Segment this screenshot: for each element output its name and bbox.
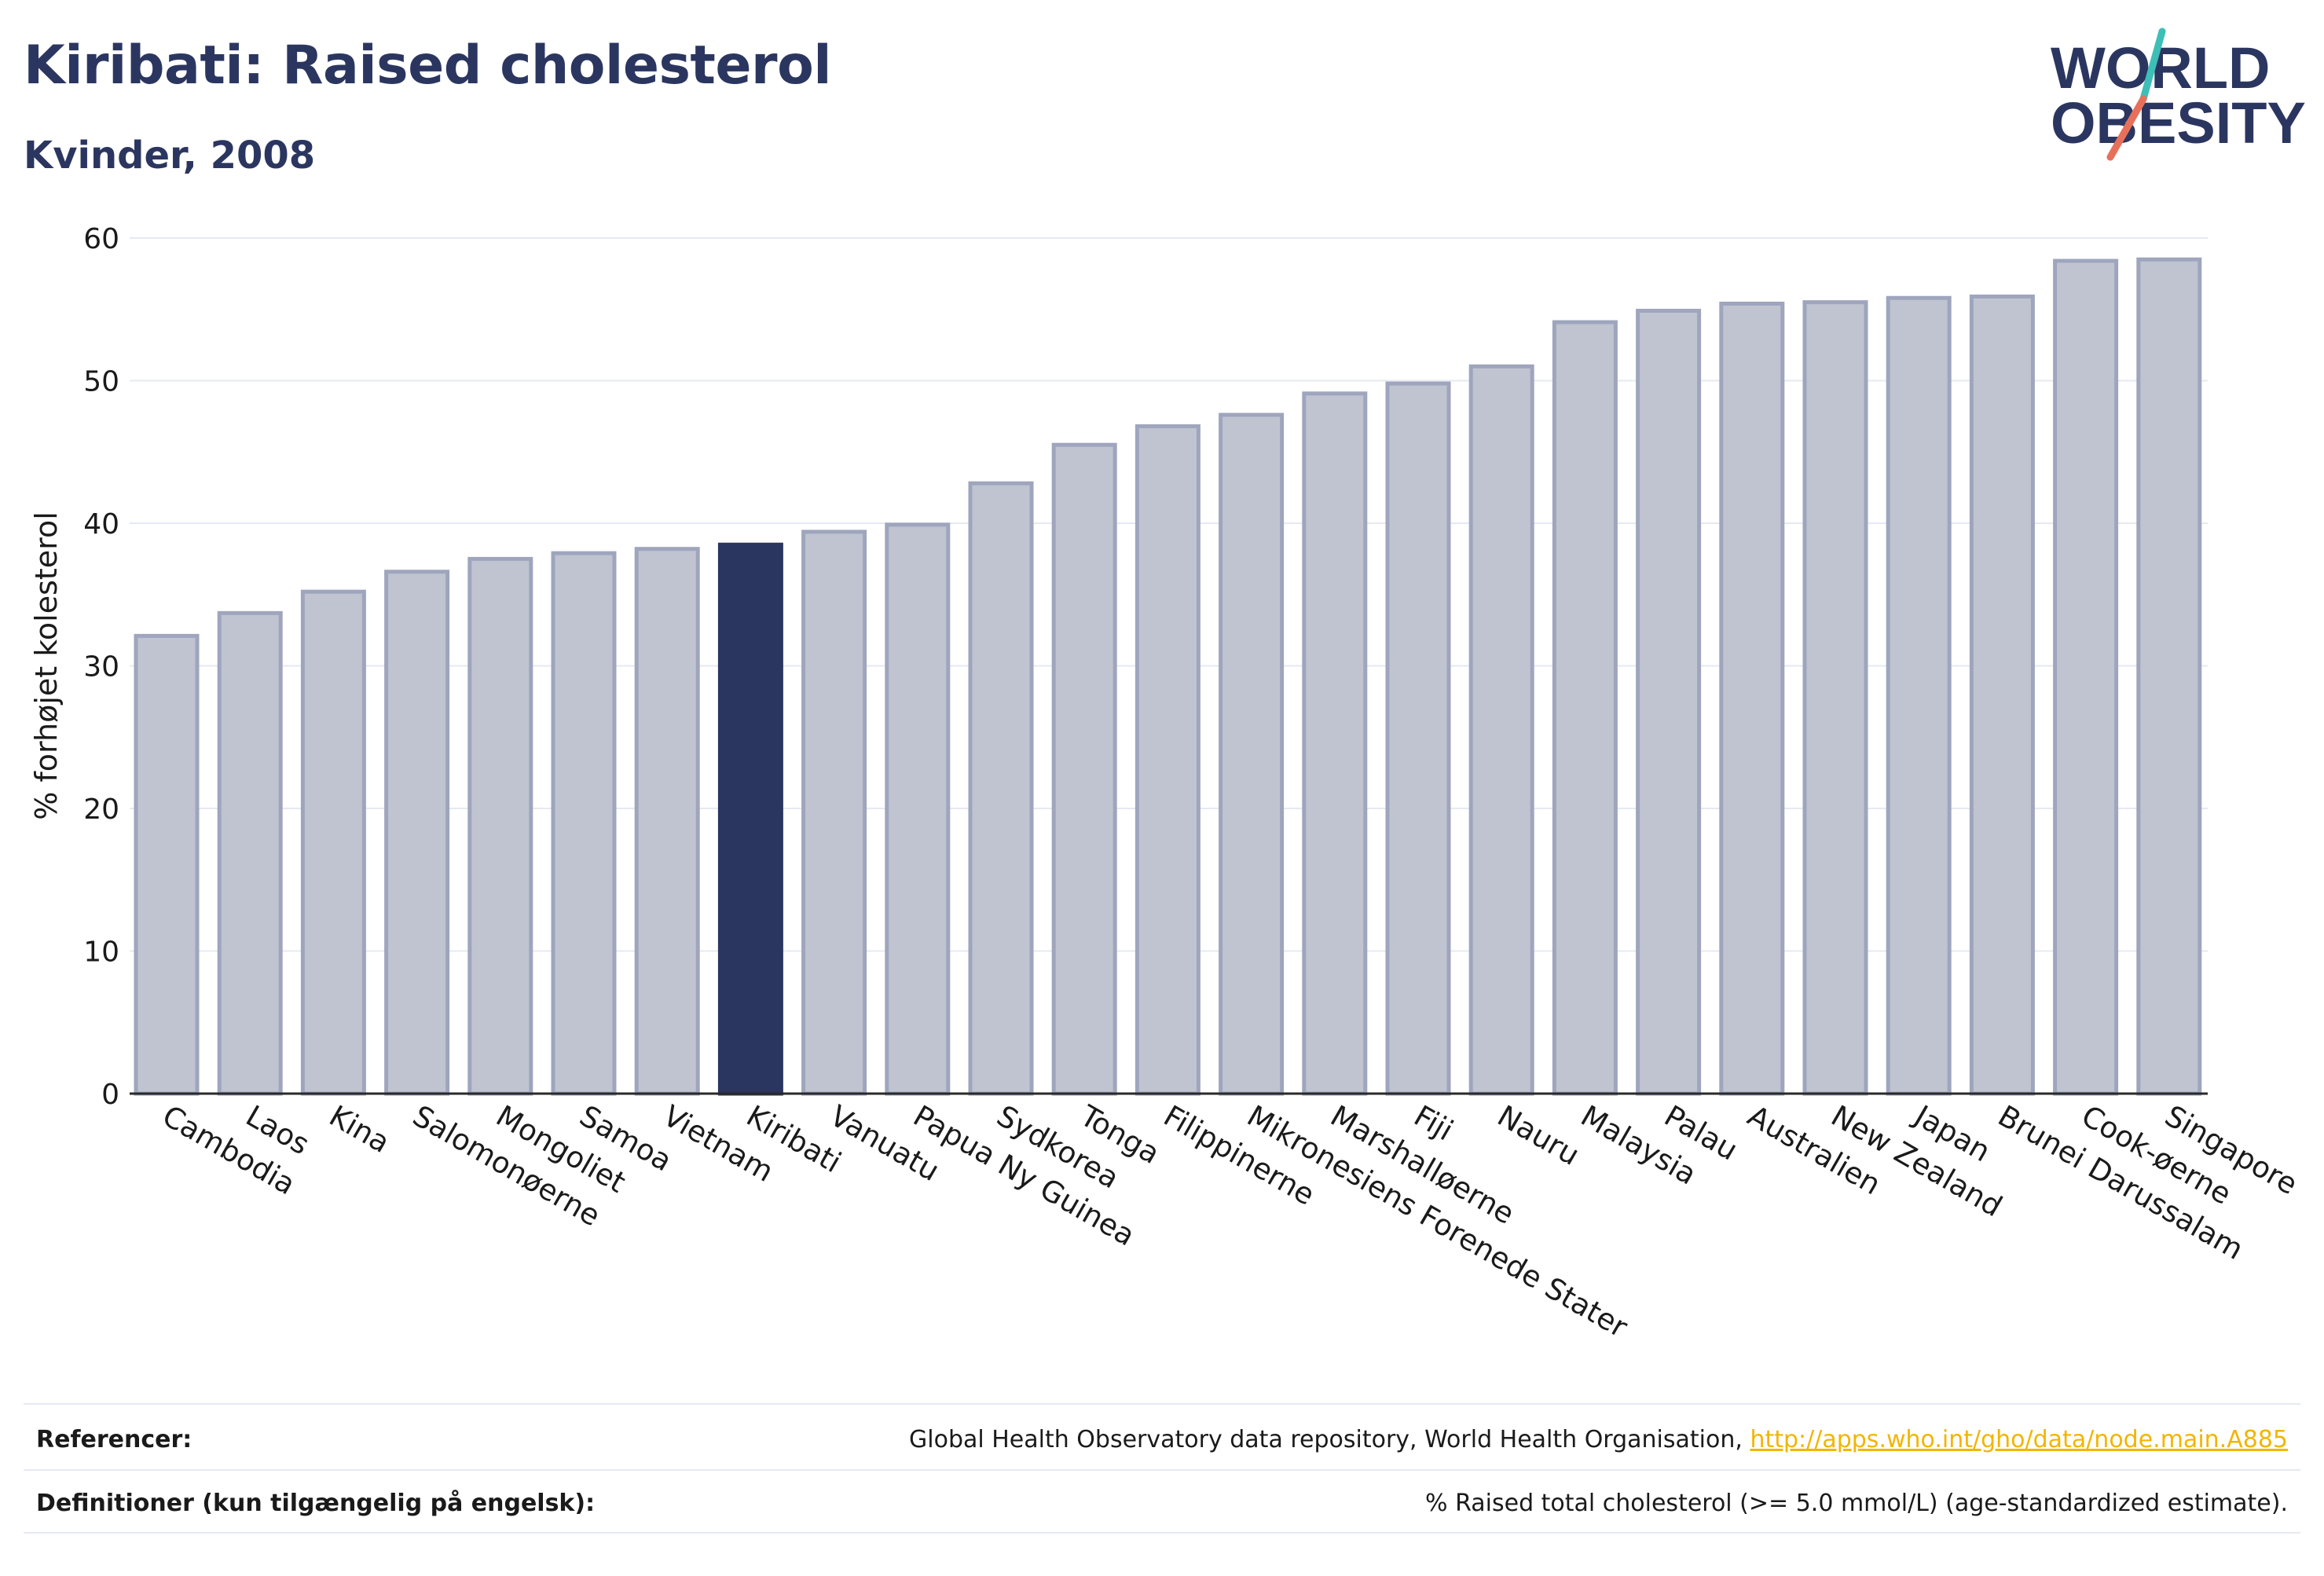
bar-Papua Ny Guinea bbox=[885, 522, 951, 1096]
x-tick-label: Fiji bbox=[1409, 1099, 1459, 1148]
bar-Mikronesiens Forenede Stater bbox=[1219, 412, 1285, 1096]
bars bbox=[134, 257, 2202, 1096]
bar-highlight-Kiribati bbox=[717, 542, 783, 1096]
definitions-text: % Raised total cholesterol (>= 5.0 mmol/… bbox=[1425, 1490, 2288, 1517]
y-tick-label: 0 bbox=[101, 1079, 119, 1111]
logo-line2: OBESITY bbox=[2051, 90, 2306, 156]
references-source: Global Health Observatory data repositor… bbox=[909, 1426, 1750, 1453]
footer-divider-middle bbox=[24, 1469, 2300, 1471]
references-text: Global Health Observatory data repositor… bbox=[909, 1426, 2288, 1453]
bar-Tonga bbox=[1051, 442, 1117, 1096]
bar-Filippinerne bbox=[1135, 424, 1200, 1096]
y-tick-label: 30 bbox=[83, 651, 119, 684]
y-tick-label: 60 bbox=[83, 223, 119, 255]
bar-Brunei Darussalam bbox=[1969, 294, 2035, 1096]
bar-Vietnam bbox=[634, 547, 700, 1096]
bar-Fiji bbox=[1385, 381, 1451, 1096]
y-tick-label: 10 bbox=[83, 936, 119, 969]
bar-Salomonøerne bbox=[384, 570, 450, 1096]
bar-Kina bbox=[300, 589, 366, 1096]
footer-divider-top bbox=[24, 1403, 2300, 1405]
y-tick-label: 20 bbox=[83, 793, 119, 826]
bar-Japan bbox=[1886, 295, 1952, 1096]
bar-Singapore bbox=[2136, 257, 2202, 1096]
bar-Australien bbox=[1719, 301, 1785, 1096]
bar-New Zealand bbox=[1802, 300, 1868, 1096]
chart-subtitle: Kvinder, 2008 bbox=[24, 134, 316, 178]
x-tick-label: Kina bbox=[324, 1099, 395, 1160]
bar-Vanuatu bbox=[801, 530, 867, 1096]
references-link[interactable]: http://apps.who.int/gho/data/node.main.A… bbox=[1750, 1426, 2288, 1453]
bar-Nauru bbox=[1468, 364, 1534, 1096]
logo-slash-teal bbox=[2139, 27, 2166, 103]
bar-Palau bbox=[1636, 309, 1702, 1096]
bar-Mongoliet bbox=[467, 556, 533, 1096]
y-axis-label: % forhøjet kolesterol bbox=[29, 511, 64, 820]
world-obesity-logo: WORLD OBESITY bbox=[2051, 27, 2306, 161]
y-tick-label: 50 bbox=[83, 366, 119, 398]
bar-Marshalløerne bbox=[1302, 391, 1368, 1096]
chart-title: Kiribati: Raised cholesterol bbox=[24, 35, 832, 97]
bar-Samoa bbox=[551, 551, 617, 1096]
definitions-label: Definitioner (kun tilgængelig på engelsk… bbox=[36, 1490, 596, 1517]
bar-Laos bbox=[217, 610, 283, 1096]
bar-Sydkorea bbox=[968, 481, 1034, 1096]
references-label: Referencer: bbox=[36, 1426, 192, 1453]
y-tick-label: 40 bbox=[83, 508, 119, 541]
logo-slash-coral bbox=[2106, 95, 2147, 161]
footer-divider-bottom bbox=[24, 1532, 2300, 1534]
y-tick-labels: 0 10 20 30 40 50 60 bbox=[83, 223, 119, 1111]
bar-Cambodia bbox=[134, 633, 200, 1096]
x-tick-label: Nauru bbox=[1492, 1099, 1585, 1172]
bar-Malaysia bbox=[1552, 320, 1618, 1096]
bar-Cook-øerne bbox=[2053, 258, 2119, 1096]
